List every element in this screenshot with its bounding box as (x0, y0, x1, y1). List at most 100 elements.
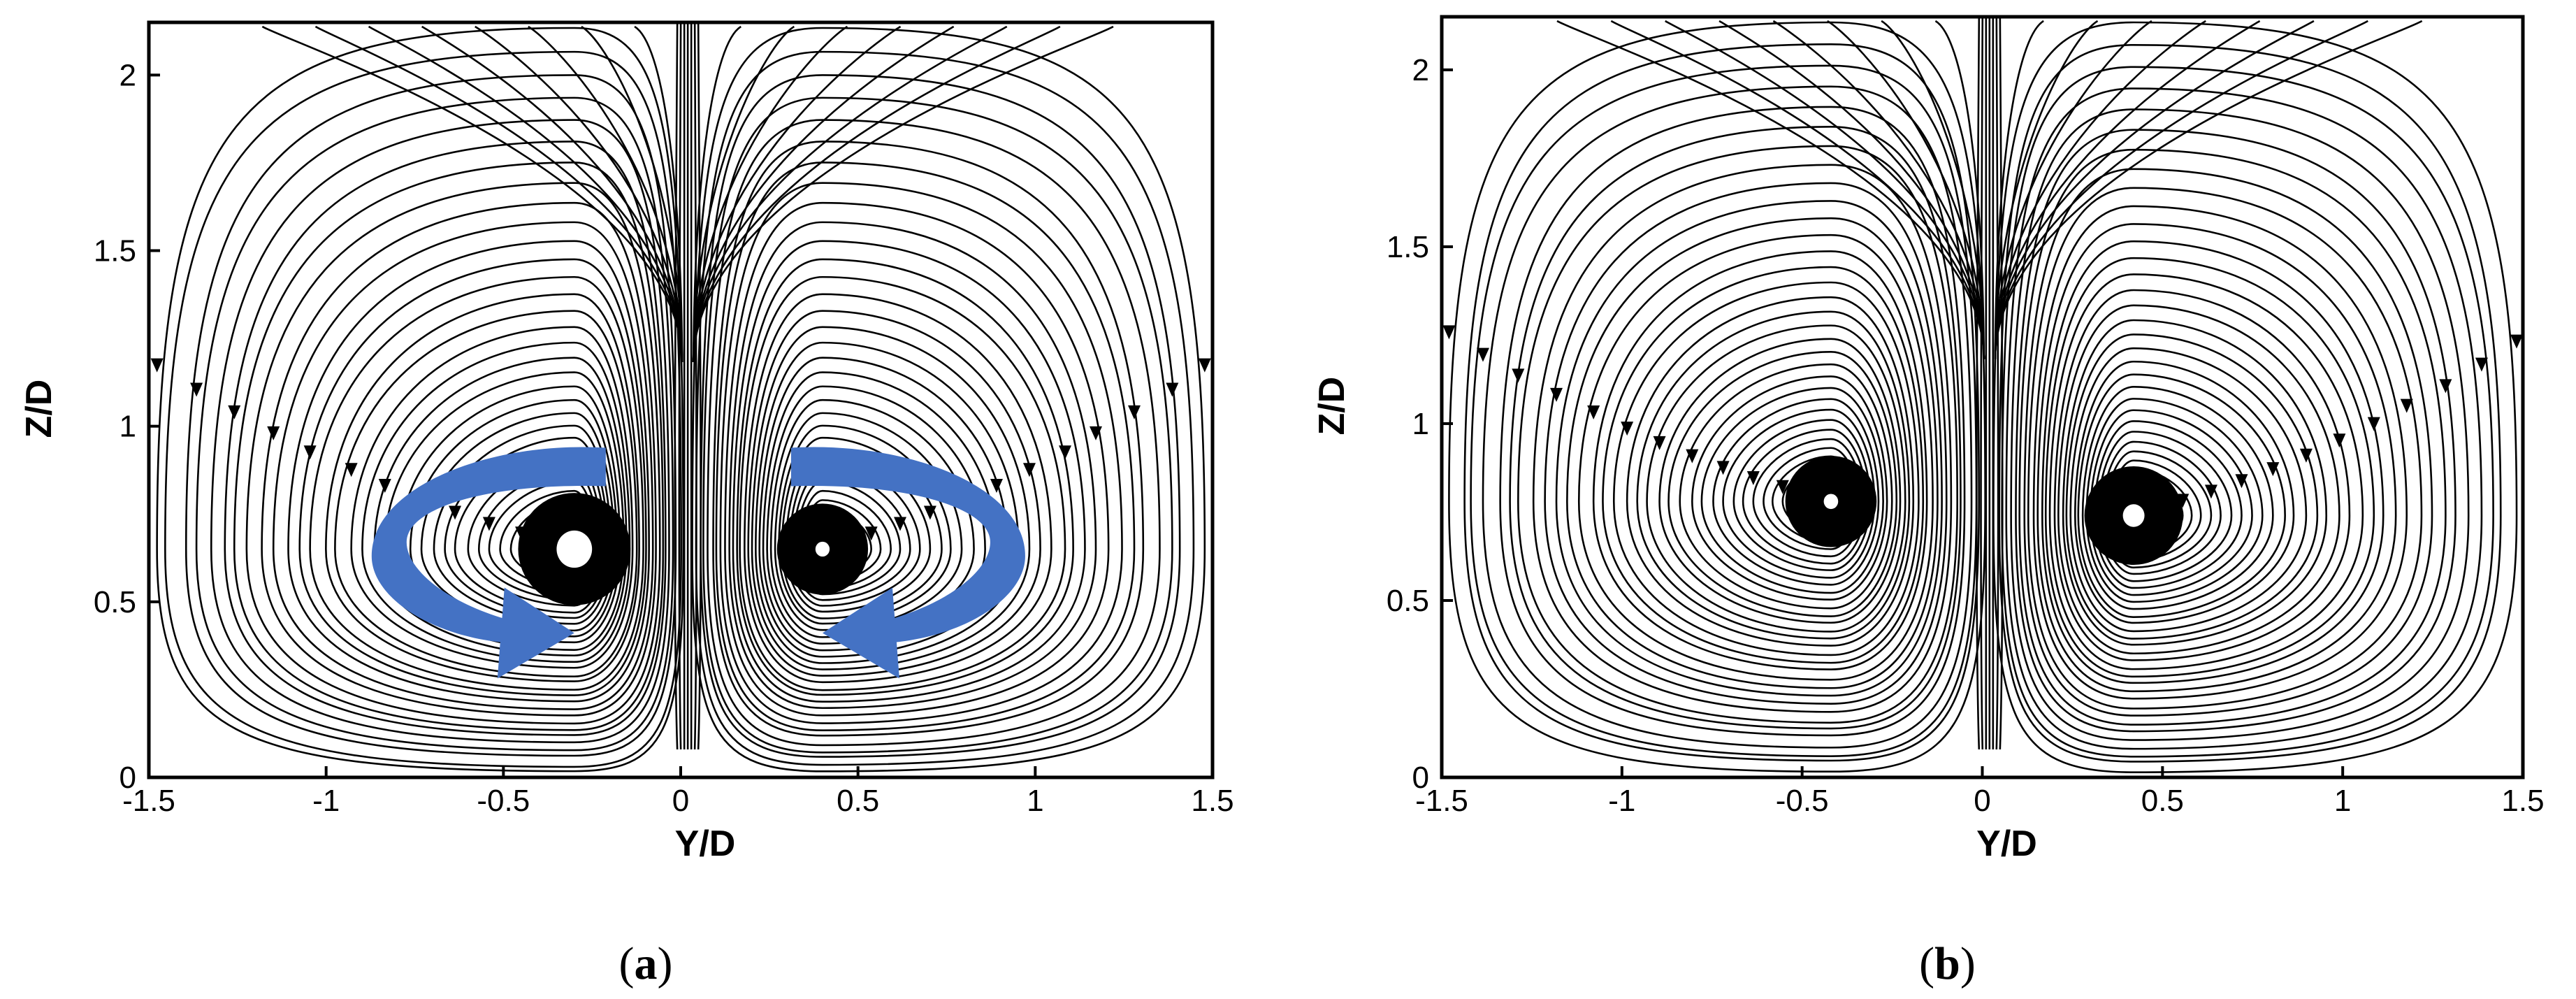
fan-line-0-L-2 (581, 25, 683, 363)
streamline-1-0-24 (1592, 250, 1928, 670)
streamline-1-0-20 (1636, 310, 1911, 640)
panel-b: -1.5 -1 -0.5 0 0.5 1 1.5 0 0.5 1 1.5 2 Y/D Z/D (b) (1312, 15, 2545, 989)
vortex-center-1-0 (1823, 494, 1839, 510)
vortex-cores-b (1785, 455, 2183, 565)
streamline-0-1-26 (732, 240, 1086, 703)
fan-line-0-R-6 (692, 25, 1008, 363)
y-tick-label: 2 (120, 58, 136, 92)
streamline-arrow-1-1-36 (2510, 334, 2524, 349)
x-tick-label: -1.5 (122, 784, 175, 818)
streamline-1-0-21 (1626, 296, 1915, 647)
streamline-0-1-31 (712, 141, 1145, 737)
streamline-1-0-27 (1555, 200, 1943, 697)
y-tick-label: 0.5 (94, 585, 136, 619)
streamline-arrow-0-0-12 (449, 505, 462, 520)
fan-line-1-L-7 (1610, 20, 1985, 359)
streamline-1-0-26 (1566, 217, 1939, 689)
streamline-arrow-0-1-30 (1127, 405, 1141, 419)
x-tick-label: 1 (2334, 784, 2351, 818)
streamline-0-0-24 (309, 275, 644, 691)
streamline-1-1-32 (2010, 108, 2470, 741)
fan-line-0-R-4 (692, 25, 902, 363)
separatrix-line-1-4 (1992, 16, 1995, 750)
streamline-1-0-36 (1448, 21, 1986, 773)
streamline-1-1-28 (2027, 187, 2423, 710)
streamline-0-0-22 (334, 310, 638, 677)
streamline-1-1-29 (2023, 168, 2433, 717)
y-axis-title-a: Z/D (19, 380, 59, 438)
streamline-arrow-0-1-36 (1198, 358, 1211, 373)
streamline-0-1-23 (744, 293, 1052, 684)
streamline-1-1-25 (2041, 240, 2385, 684)
streamline-0-0-21 (350, 326, 634, 669)
streamline-0-0-32 (210, 119, 670, 744)
y-tick-label: 1.5 (1387, 230, 1429, 264)
fan-line-1-R-6 (1994, 20, 2315, 359)
fan-line-1-L-8 (1556, 20, 1985, 359)
rotation-arrows-a (371, 447, 1025, 679)
streamline-1-0-29 (1532, 164, 1953, 713)
streamline-1-0-22 (1612, 281, 1920, 656)
fan-line-1-R-1 (1994, 20, 2044, 359)
streamline-arrow-1-1-30 (2439, 379, 2452, 394)
streamline-arrow-1-0-6 (1776, 480, 1789, 494)
streamline-1-0-34 (1470, 64, 1978, 757)
streamline-0-1-27 (728, 221, 1097, 710)
separatrix-line-0-1 (678, 22, 682, 750)
streamline-0-0-30 (233, 161, 665, 731)
streamline-0-0-29 (245, 182, 661, 725)
x-tick-label: 0 (1974, 784, 1990, 818)
streamline-1-1-21 (2057, 304, 2340, 655)
streamline-0-0-23 (325, 293, 640, 682)
streamline-0-0-25 (298, 258, 647, 696)
x-axis-b: -1.5 -1 -0.5 0 0.5 1 1.5 (1415, 766, 2545, 818)
streamline-1-0-16 (1679, 363, 1893, 610)
streamline-1-1-20 (2062, 319, 2328, 646)
fan-line-1-L-5 (1718, 20, 1985, 359)
streamline-1-1-27 (2032, 205, 2408, 700)
fan-line-0-L-6 (368, 25, 683, 363)
caption-letter-a: a (635, 938, 658, 989)
streamline-0-1-30 (715, 161, 1136, 732)
streamline-arrow-1-1-18 (2299, 448, 2313, 463)
vortex-center-0-0 (556, 530, 593, 568)
y-tick-label: 1.5 (94, 234, 136, 268)
rotation-arrow-head-0 (497, 587, 574, 679)
streamline-1-0-30 (1517, 145, 1959, 724)
streamline-arrow-1-1-33 (2475, 357, 2488, 372)
separatrix-line-0-5 (693, 22, 697, 750)
streamline-0-1-24 (739, 275, 1066, 691)
vortex-center-1-1 (2122, 504, 2145, 527)
streamline-arrow-1-1-12 (2235, 474, 2248, 489)
fan-line-0-L-7 (314, 25, 683, 363)
streamline-1-1-16 (2077, 373, 2286, 618)
separatrix-line-0-0 (674, 22, 679, 750)
fan-line-1-L-2 (1881, 20, 1985, 359)
separatrix-line-0-6 (697, 22, 702, 750)
streamline-1-1-18 (2069, 347, 2308, 633)
streamline-0-1-19 (758, 357, 1009, 658)
fan-line-1-R-8 (1994, 20, 2423, 359)
streamline-1-1-31 (2015, 129, 2456, 733)
vortex-center-0-1 (815, 541, 830, 557)
vortex-cores-a (518, 493, 869, 605)
streamline-1-0-33 (1482, 85, 1973, 749)
separatrix-line-0-2 (682, 22, 686, 750)
streamline-arrow-0-1-33 (1166, 382, 1179, 397)
fan-line-0-R-7 (692, 25, 1061, 363)
x-tick-label: 0.5 (2141, 784, 2184, 818)
y-tick-label: 1 (1412, 407, 1429, 441)
separatrix-line-1-1 (1980, 16, 1984, 750)
streamline-0-0-28 (261, 201, 657, 717)
fan-line-0-R-8 (692, 25, 1114, 363)
streamline-1-1-17 (2074, 360, 2295, 624)
y-tick-label: 1 (120, 410, 136, 444)
x-tick-label: 1.5 (1191, 784, 1233, 818)
x-axis-title-a: Y/D (675, 824, 736, 864)
fan-line-1-R-4 (1994, 20, 2206, 359)
y-tick-label: 0.5 (1387, 584, 1429, 618)
separatrix-line-1-2 (1984, 16, 1988, 750)
streamline-arrow-0-0-21 (345, 463, 358, 477)
streamline-1-0-17 (1667, 351, 1898, 617)
x-tick-label: 0 (672, 784, 689, 818)
